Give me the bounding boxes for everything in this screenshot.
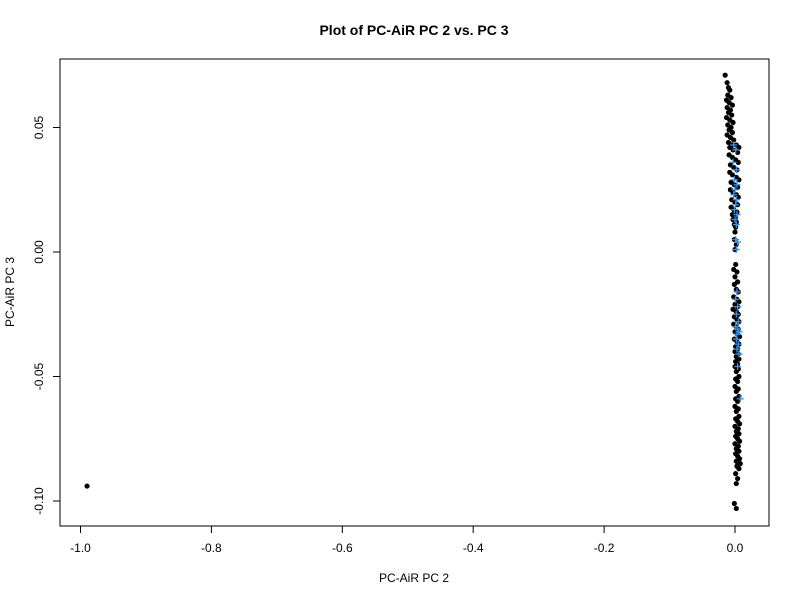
y-axis-label: PC-AiR PC 3 — [3, 257, 17, 327]
plus-point — [730, 206, 738, 214]
chart-title: Plot of PC-AiR PC 2 vs. PC 3 — [319, 22, 508, 38]
plus-point — [734, 340, 742, 348]
data-point — [733, 368, 739, 375]
plus-point — [732, 310, 740, 318]
data-point — [730, 119, 736, 126]
plus-point — [732, 335, 740, 343]
x-tick-label: 0.0 — [727, 541, 744, 555]
plus-point — [736, 395, 744, 403]
data-point — [733, 408, 739, 414]
data-point — [735, 475, 741, 482]
plus-point — [732, 166, 740, 174]
data-point — [733, 261, 739, 268]
x-axis-label: PC-AiR PC 2 — [379, 571, 449, 585]
data-point — [736, 177, 742, 183]
plus-point — [733, 330, 741, 338]
plus-point — [735, 350, 743, 358]
data-point — [733, 224, 739, 230]
plus-point — [732, 196, 740, 204]
plus-point — [732, 146, 740, 154]
plus-point — [731, 216, 739, 224]
plus-point — [733, 288, 741, 296]
data-point — [732, 229, 738, 235]
data-point — [732, 274, 738, 280]
data-point — [729, 172, 735, 178]
data-point — [733, 480, 739, 487]
x-tick-label: -0.6 — [332, 541, 353, 555]
data-point — [736, 421, 743, 427]
data-point — [736, 299, 742, 305]
y-tick-label: 0.00 — [32, 240, 46, 264]
data-point — [722, 72, 728, 78]
plus-point — [734, 363, 742, 371]
plus-point — [734, 238, 742, 246]
plus-point — [731, 186, 739, 194]
plus-point — [729, 158, 737, 166]
data-point — [729, 112, 735, 118]
data-point — [735, 159, 741, 165]
x-tick-label: -0.2 — [594, 541, 615, 555]
data-points — [84, 72, 744, 512]
plot-frame — [59, 58, 770, 527]
plus-point — [734, 318, 742, 326]
data-point — [734, 269, 740, 275]
x-tick-label: -0.4 — [463, 541, 484, 555]
plus-point — [732, 221, 740, 229]
data-point — [736, 438, 743, 444]
y-axis: -0.10 -0.05 0.00 0.05 — [32, 115, 61, 515]
plus-point — [733, 211, 741, 219]
data-point — [733, 471, 739, 477]
y-tick-label: -0.10 — [32, 487, 46, 515]
data-point — [736, 466, 742, 472]
x-axis: -1.0 -0.8 -0.6 -0.4 -0.2 0.0 — [70, 525, 744, 555]
data-point — [735, 149, 741, 155]
plus-point — [734, 303, 742, 311]
data-point — [736, 334, 743, 340]
y-tick-label: 0.05 — [32, 115, 46, 139]
plus-point — [730, 176, 738, 184]
data-point — [729, 102, 735, 108]
data-point — [731, 137, 737, 143]
x-tick-label: -1.0 — [70, 541, 91, 555]
x-tick-label: -0.8 — [201, 541, 222, 555]
plus-point — [730, 191, 738, 199]
data-point — [736, 144, 742, 151]
plus-point — [733, 181, 741, 189]
y-tick-label: -0.05 — [32, 363, 46, 391]
data-point — [735, 184, 741, 190]
data-point — [731, 500, 737, 507]
data-point — [731, 281, 737, 287]
data-point — [727, 87, 733, 93]
plus-point — [733, 345, 741, 353]
plus-point — [732, 201, 740, 209]
data-point — [735, 378, 741, 385]
data-point — [84, 483, 90, 489]
data-point — [733, 505, 739, 512]
plus-point — [732, 246, 740, 254]
data-point — [728, 95, 734, 101]
data-point — [735, 398, 741, 404]
plus-point — [730, 141, 738, 149]
data-point — [733, 388, 739, 395]
data-point — [729, 129, 735, 136]
plus-point — [732, 295, 740, 303]
data-point — [724, 80, 730, 86]
data-point — [735, 194, 741, 200]
